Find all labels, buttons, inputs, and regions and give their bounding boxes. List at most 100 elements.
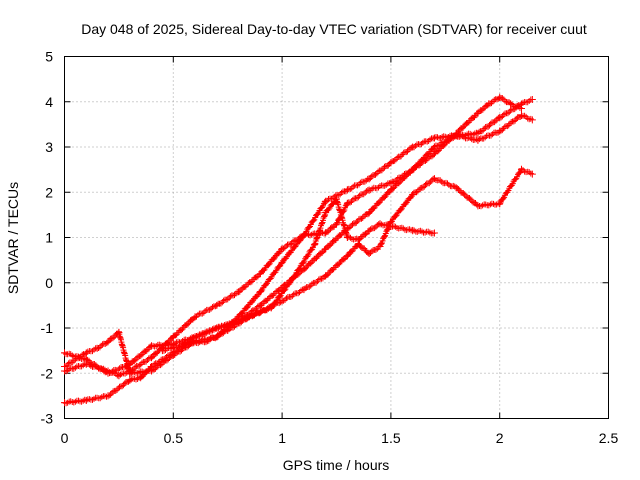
data-point (202, 338, 210, 346)
data-point (365, 249, 373, 257)
data-point (126, 369, 134, 377)
data-point (430, 143, 438, 151)
data-point (474, 109, 482, 117)
data-point (104, 392, 112, 400)
data-point (387, 186, 395, 194)
data-point (452, 132, 460, 140)
data-point (278, 245, 286, 253)
data-point (343, 200, 351, 208)
data-point (517, 100, 525, 108)
data-point (528, 170, 536, 178)
data-point (61, 362, 68, 370)
data-point (104, 369, 112, 377)
data-point (517, 111, 525, 119)
data-point (256, 288, 264, 296)
data-point (365, 175, 373, 183)
data-point (409, 143, 417, 151)
data-point (61, 399, 68, 407)
data-point (126, 376, 134, 384)
x-tick-label: 1.5 (381, 430, 401, 446)
x-tick-label: 0.5 (164, 430, 184, 446)
data-point (148, 353, 156, 361)
data-point (82, 396, 90, 404)
data-point (104, 338, 112, 346)
data-point (387, 159, 395, 167)
data-point (496, 200, 504, 208)
data-point (115, 329, 123, 337)
data-point (235, 313, 243, 321)
data-point (365, 209, 373, 217)
x-tick-label: 1 (278, 430, 286, 446)
data-point (278, 258, 286, 266)
data-point (278, 297, 286, 305)
data-point (322, 229, 330, 237)
data-point (517, 166, 525, 174)
data-point (191, 313, 199, 321)
series-markers (61, 112, 534, 377)
data-point (115, 372, 123, 380)
data-point (213, 301, 221, 309)
y-tick-label: 1 (45, 230, 53, 246)
data-point (333, 220, 340, 228)
data-point (93, 344, 101, 352)
data-point (148, 367, 156, 375)
data-point (158, 347, 166, 355)
data-point (224, 326, 232, 334)
data-point (148, 342, 156, 350)
data-point (452, 184, 460, 192)
data-point (256, 270, 264, 278)
x-tick-label: 0 (61, 430, 69, 446)
data-point (343, 186, 351, 194)
x-axis-label: GPS time / hours (283, 457, 390, 473)
y-axis-tick-labels: -3 -2 -1 0 1 2 3 4 5 (41, 49, 54, 427)
series-sat-e (158, 195, 438, 355)
data-point (235, 288, 243, 296)
data-point (300, 231, 308, 239)
data-point (474, 136, 482, 144)
data-point (430, 229, 438, 237)
y-tick-label: -2 (41, 365, 54, 381)
y-tick-label: 3 (45, 139, 53, 155)
data-point (376, 243, 384, 251)
data-point (311, 240, 319, 248)
data-point (333, 195, 340, 203)
data-point (409, 166, 417, 174)
data-point (300, 286, 308, 294)
data-point (322, 197, 330, 205)
data-point (474, 202, 482, 210)
data-point (213, 324, 221, 332)
chart-title: Day 048 of 2025, Sidereal Day-to-day VTE… (81, 21, 587, 37)
data-point (169, 333, 177, 341)
data-point (430, 175, 438, 183)
x-axis-tick-labels: 0 0.5 1 1.5 2 2.5 (61, 430, 619, 446)
data-point (343, 252, 351, 260)
y-tick-label: 5 (45, 49, 53, 65)
data-point (322, 245, 330, 253)
data-point (322, 209, 330, 217)
data-point (137, 374, 145, 382)
x-tick-label: 2 (496, 430, 504, 446)
data-point (245, 313, 253, 321)
data-point (507, 100, 515, 108)
data-point (474, 129, 482, 137)
y-tick-label: 4 (45, 94, 53, 110)
data-point (256, 301, 264, 309)
data-point (169, 351, 177, 359)
data-point (267, 304, 275, 312)
data-point (61, 349, 68, 357)
axis-ticks (64, 56, 609, 419)
data-point (387, 179, 395, 187)
data-point (496, 93, 504, 101)
data-point (82, 356, 90, 364)
series-markers (159, 196, 436, 354)
y-axis-label: SDTVAR / TECUs (5, 182, 21, 294)
data-point (82, 349, 90, 357)
x-tick-label: 2.5 (599, 430, 619, 446)
data-point (430, 150, 438, 158)
y-tick-label: -3 (41, 411, 54, 427)
data-point (322, 272, 330, 280)
data-point (365, 186, 373, 194)
data-point (180, 340, 188, 348)
